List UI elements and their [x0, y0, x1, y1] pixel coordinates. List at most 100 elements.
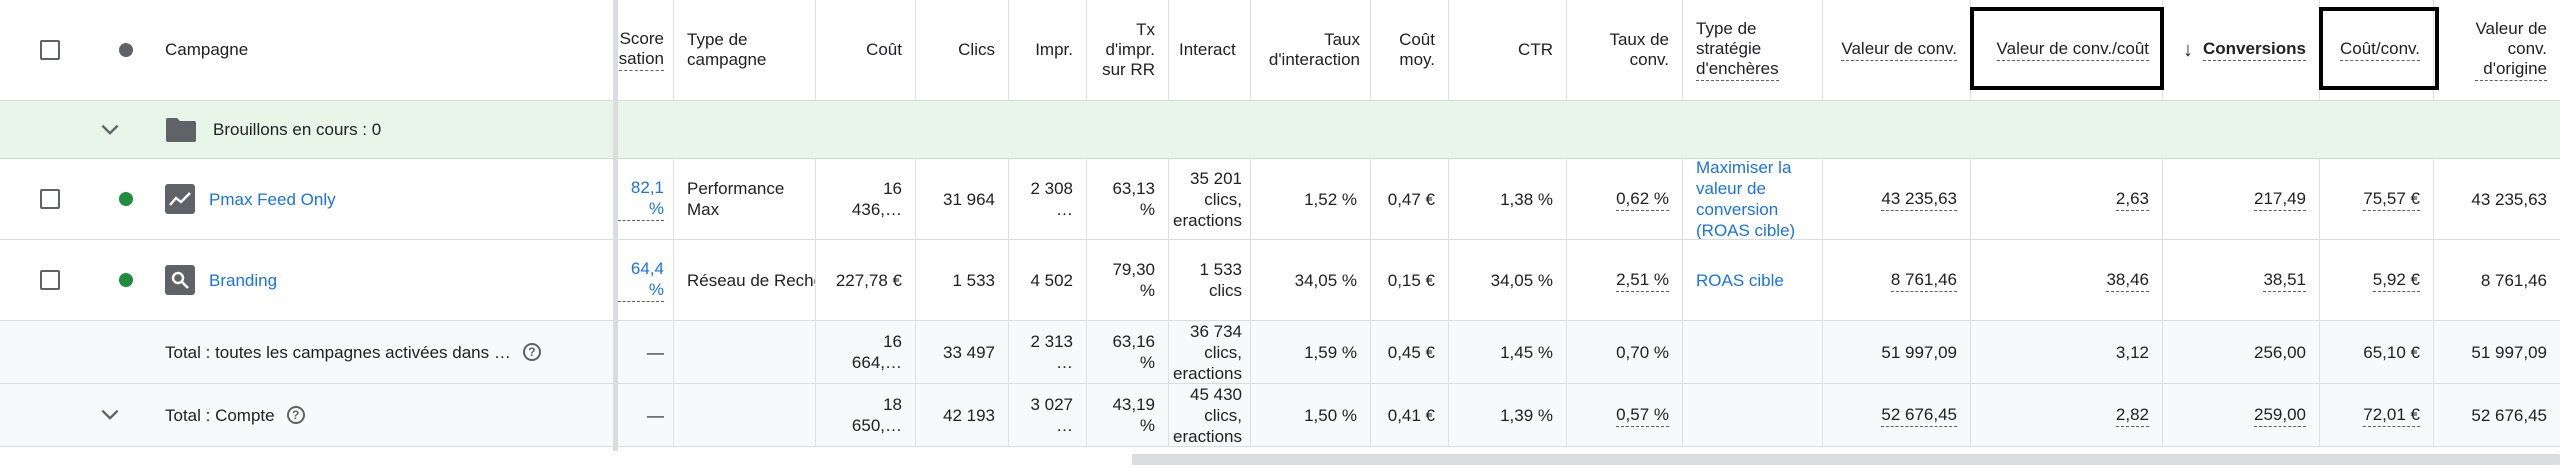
type-cell	[673, 321, 815, 383]
conversions-cell: 259,00	[2162, 384, 2319, 446]
header-conv-value-cost-label: Valeur de conv./coût	[1996, 39, 2149, 61]
horizontal-scrollbar-thumb[interactable]	[1132, 454, 2560, 465]
interactions-cell: 36 734 clics, eractions	[1168, 321, 1250, 383]
conv-value[interactable]: 43 235,63	[1881, 188, 1957, 211]
conv-value[interactable]: 52 676,45	[1881, 404, 1957, 427]
header-cost-conv[interactable]: Coût/conv.	[2319, 0, 2433, 100]
table-row: Branding 64,4 % Réseau de Reche 227,78 €…	[0, 240, 2560, 321]
clicks-cell: 1 533	[915, 240, 1008, 320]
header-type-line2: campagne	[687, 50, 767, 69]
help-circle-icon[interactable]: ?	[286, 406, 305, 424]
header-clicks[interactable]: Clics	[915, 0, 1008, 100]
cost-conv-value: 65,10 €	[2363, 342, 2420, 362]
header-taux-inter[interactable]: Taux d'interaction	[1250, 0, 1370, 100]
header-conv-value-cost[interactable]: Valeur de conv./coût	[1970, 0, 2162, 100]
header-taux-conv[interactable]: Taux de conv.	[1566, 0, 1682, 100]
bid-strategy-cell	[1682, 321, 1822, 383]
conversions-value[interactable]: 38,51	[2263, 269, 2306, 292]
status-enabled-icon[interactable]	[119, 192, 133, 206]
status-enabled-icon[interactable]	[119, 273, 133, 287]
taux-conv-value[interactable]: 2,51 %	[1616, 269, 1669, 292]
cost-cell: 16 436,…	[815, 159, 915, 239]
cost-conv-value[interactable]: 72,01 €	[2363, 404, 2420, 427]
conv-value[interactable]: 8 761,46	[1890, 269, 1957, 292]
cost-conv-cell: 72,01 €	[2319, 384, 2433, 446]
bid-line4[interactable]: (ROAS cible)	[1696, 221, 1796, 239]
header-cvo-line1: Valeur de	[2475, 19, 2547, 38]
header-score[interactable]: Score sation	[613, 0, 668, 100]
conv-value-cost[interactable]: 2,82	[2115, 404, 2149, 427]
header-clicks-label: Clics	[958, 40, 995, 59]
bid-line2[interactable]: valeur de	[1696, 179, 1766, 198]
frozen-column-divider[interactable]	[613, 0, 618, 451]
chevron-down-icon[interactable]	[97, 402, 123, 428]
row-checkbox[interactable]	[40, 189, 60, 209]
conversions-cell: 217,49	[2162, 159, 2319, 239]
header-impr[interactable]: Impr.	[1008, 0, 1086, 100]
conversions-value: 256,00	[2254, 342, 2306, 362]
bid-strategy-cell: Maximiser la valeur de conversion (ROAS cib…	[1682, 159, 1822, 239]
cost-cell: 18 650,…	[815, 384, 915, 446]
taux-conv-cell: 2,51 %	[1566, 240, 1682, 320]
cost-conv-cell: 5,92 €	[2319, 240, 2433, 320]
drafts-row[interactable]: Brouillons en cours : 0	[0, 101, 2560, 159]
header-type[interactable]: Type de campagne	[673, 0, 815, 100]
ctr-value: 1,39 %	[1500, 405, 1553, 425]
bid-line3[interactable]: conversion	[1696, 200, 1779, 219]
header-ctr[interactable]: CTR	[1448, 0, 1566, 100]
header-score-line1: Score	[619, 29, 664, 48]
row-checkbox[interactable]	[40, 270, 60, 290]
chevron-down-icon[interactable]	[97, 117, 123, 143]
ctr-value: 1,45 %	[1500, 342, 1553, 362]
tx-impr-value: 63,13 %	[1112, 179, 1155, 219]
clicks-cell: 33 497	[915, 321, 1008, 383]
header-tx-impr[interactable]: Tx d'impr. sur RR	[1086, 0, 1168, 100]
optimization-score-link[interactable]: 82,1 %	[613, 177, 664, 221]
conversions-value[interactable]: 259,00	[2254, 404, 2306, 427]
cost-conv-value[interactable]: 5,92 €	[2372, 269, 2420, 292]
conv-value-cost[interactable]: 2,63	[2115, 188, 2149, 211]
ctr-cell: 1,38 %	[1448, 159, 1566, 239]
cost-value: 16 664,…	[851, 332, 902, 372]
search-campaign-icon	[165, 265, 195, 295]
taux-inter-value: 1,50 %	[1304, 405, 1357, 425]
bid-strategy-cell	[1682, 384, 1822, 446]
type-line2: Max	[687, 200, 720, 219]
interactions-line2: clics,	[1204, 405, 1242, 425]
taux-inter-value: 34,05 %	[1294, 270, 1357, 290]
conversions-value[interactable]: 217,49	[2254, 188, 2306, 211]
impr-value: 2 308 …	[1030, 179, 1073, 219]
campaign-name-cell: Branding	[152, 240, 613, 320]
campaign-link[interactable]: Branding	[209, 270, 278, 290]
header-conv-value[interactable]: Valeur de conv.	[1822, 0, 1970, 100]
total-row: Total : toutes les campagnes activées da…	[0, 321, 2560, 384]
conv-value-orig-cell: 8 761,46	[2433, 240, 2560, 320]
sort-arrow-icon: ↓	[2183, 39, 2194, 61]
impr-cell: 2 308 …	[1008, 159, 1086, 239]
interactions-line3: eractions	[1173, 210, 1242, 230]
taux-conv-value[interactable]: 0,62 %	[1616, 188, 1669, 211]
header-bid-strategy[interactable]: Type de stratégie d'enchères	[1682, 0, 1822, 100]
header-cout-moy[interactable]: Coût moy.	[1370, 0, 1448, 100]
taux-conv-value[interactable]: 0,57 %	[1616, 404, 1669, 427]
tx-impr-value: 79,30 %	[1112, 260, 1155, 300]
bid-line1[interactable]: Maximiser la	[1696, 159, 1792, 177]
help-circle-icon[interactable]: ?	[522, 343, 541, 361]
header-conv-value-orig[interactable]: Valeur de conv. d'origine	[2433, 0, 2560, 100]
header-cost-label: Coût	[866, 40, 902, 59]
conv-value-cost[interactable]: 38,46	[2106, 269, 2149, 292]
drafts-label: Brouillons en cours : 0	[213, 120, 382, 139]
tx-impr-cell: 79,30 %	[1086, 240, 1168, 320]
bid-line1[interactable]: ROAS cible	[1696, 270, 1784, 290]
header-cost[interactable]: Coût	[815, 0, 915, 100]
cost-conv-value[interactable]: 75,57 €	[2363, 188, 2420, 211]
cost-conv-cell: 75,57 €	[2319, 159, 2433, 239]
optimization-score-link[interactable]: 64,4 %	[613, 258, 664, 302]
header-interactions[interactable]: Interact	[1168, 0, 1250, 100]
campaign-name-cell: Pmax Feed Only	[152, 159, 613, 239]
header-conversions[interactable]: ↓ Conversions	[2162, 0, 2319, 100]
total-label: Total : Compte	[165, 405, 275, 425]
select-all-checkbox[interactable]	[40, 40, 60, 60]
header-campaign[interactable]: Campagne	[152, 0, 613, 100]
campaign-link[interactable]: Pmax Feed Only	[209, 189, 336, 209]
